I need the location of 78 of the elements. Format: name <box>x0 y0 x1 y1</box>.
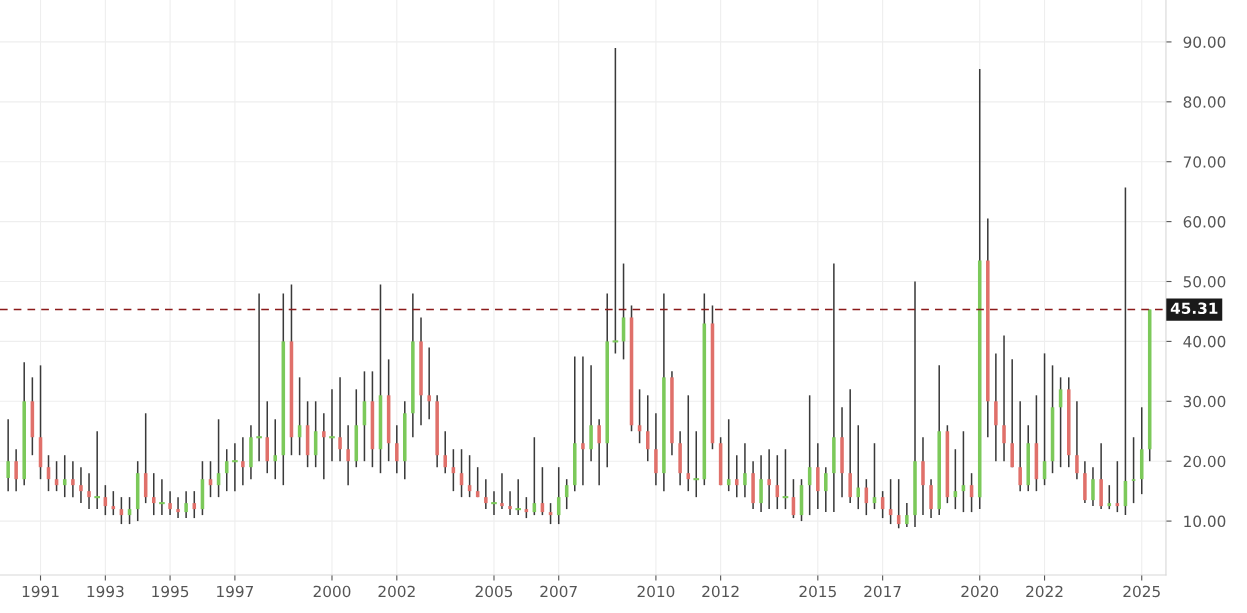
y-tick-label: 50.00 <box>1183 275 1226 288</box>
candlestick <box>427 346 431 421</box>
y-tick-label: 90.00 <box>1183 36 1226 48</box>
candlestick <box>322 412 326 480</box>
candlestick <box>94 430 100 510</box>
candlestick <box>1018 400 1022 492</box>
candlestick <box>1075 400 1079 480</box>
candlestick <box>224 448 229 492</box>
candlestick <box>581 355 585 486</box>
candlestick <box>735 454 739 498</box>
candlestick <box>273 418 278 480</box>
x-tick-label: 2020 <box>961 585 999 598</box>
x-tick-label: 2000 <box>313 585 351 598</box>
candlestick <box>241 436 245 486</box>
x-tick-label: 1995 <box>152 585 189 598</box>
candlestick <box>329 388 335 462</box>
candlestick <box>767 448 771 510</box>
candlestick <box>597 418 601 486</box>
candlestick <box>256 292 262 462</box>
candlestick <box>994 352 998 462</box>
candlestick <box>168 490 172 516</box>
y-tick-label: 30.00 <box>1183 395 1226 408</box>
candlestick <box>265 400 270 474</box>
y-tick-label: 10.00 <box>1184 515 1226 528</box>
candlestick <box>346 424 350 486</box>
ref-line-label: 45.31 <box>1170 302 1218 315</box>
candlestick <box>159 478 165 516</box>
candlestick <box>905 502 909 528</box>
candlestick <box>686 394 691 492</box>
y-tick-label: 70.00 <box>1183 156 1226 168</box>
x-tick-label: 2002 <box>378 585 415 598</box>
candlestick <box>338 376 342 462</box>
candlestick <box>759 454 763 513</box>
candlestick <box>1131 436 1136 504</box>
candlestick <box>71 460 75 498</box>
candlestick <box>87 472 91 510</box>
candlestick <box>491 490 497 516</box>
candlestick <box>824 466 828 513</box>
x-tick-label: 2005 <box>475 585 513 598</box>
candlestick <box>62 454 67 498</box>
x-tick-label: 2010 <box>637 585 675 598</box>
candlestick <box>151 472 156 516</box>
candlestick <box>184 490 188 519</box>
y-tick-label: 40.00 <box>1183 335 1226 348</box>
candlestick <box>589 364 593 462</box>
candlestick <box>79 466 83 504</box>
candlestick <box>645 394 650 462</box>
candlestick <box>500 472 504 510</box>
candlestick <box>1002 334 1006 462</box>
candlestick <box>232 442 238 492</box>
x-tick-label: 1993 <box>87 585 124 598</box>
candlestick <box>1010 358 1014 468</box>
candlestick <box>848 388 852 504</box>
x-tick-label: 2022 <box>1026 585 1063 598</box>
candlestick <box>443 430 447 474</box>
candlestick <box>484 478 488 510</box>
candlestick <box>816 442 820 510</box>
x-tick-label: 2015 <box>799 585 836 598</box>
y-tick-label: 60.00 <box>1183 216 1226 228</box>
candlestick <box>14 448 18 492</box>
candlestick <box>929 478 933 519</box>
candlestick <box>6 418 10 492</box>
x-tick-label: 1997 <box>217 585 254 598</box>
x-tick-label: 1991 <box>22 585 59 598</box>
candlestick <box>654 412 658 486</box>
x-tick-label: 2007 <box>540 585 577 598</box>
candlestick <box>508 490 512 516</box>
x-tick-label: 2017 <box>864 585 901 598</box>
x-tick-label: 2012 <box>702 585 739 598</box>
y-tick-label: 80.00 <box>1183 96 1226 108</box>
candlestick <box>921 436 925 516</box>
x-tick-label: 2025 <box>1123 585 1160 598</box>
y-tick-label: 20.00 <box>1183 455 1226 468</box>
candlestick <box>395 424 399 474</box>
candlestick <box>856 424 861 510</box>
candlestick <box>1091 466 1095 507</box>
candlestick <box>743 442 747 498</box>
candlestick <box>176 496 180 519</box>
